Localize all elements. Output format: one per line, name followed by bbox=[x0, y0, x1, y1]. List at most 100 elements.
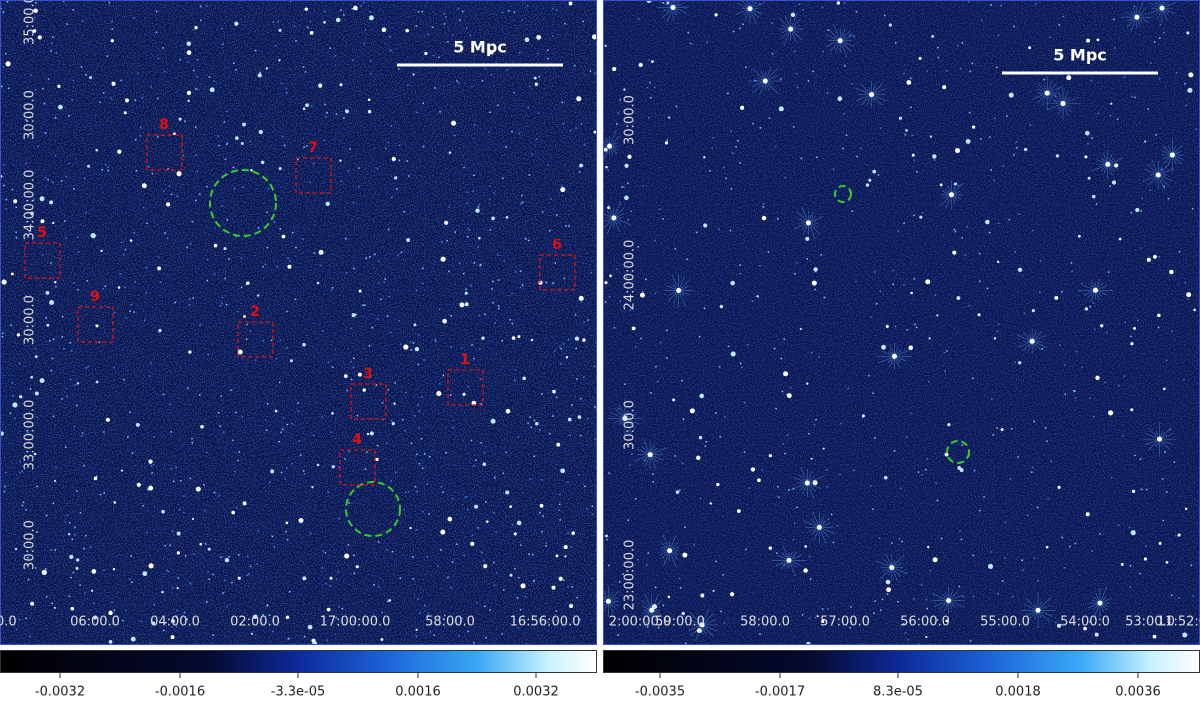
source bbox=[1035, 607, 1041, 613]
source bbox=[1010, 428, 1013, 430]
source bbox=[1016, 147, 1018, 149]
source bbox=[127, 436, 129, 438]
source bbox=[552, 282, 555, 284]
source bbox=[1018, 361, 1022, 365]
source bbox=[282, 135, 284, 138]
source bbox=[568, 225, 570, 227]
source bbox=[806, 382, 809, 385]
source bbox=[709, 502, 712, 505]
source bbox=[869, 485, 872, 487]
source bbox=[15, 628, 18, 631]
source bbox=[670, 4, 676, 10]
source bbox=[1131, 95, 1133, 98]
source bbox=[309, 20, 312, 23]
source bbox=[477, 246, 479, 248]
source bbox=[972, 595, 975, 598]
source bbox=[148, 459, 153, 464]
source bbox=[192, 553, 195, 556]
source bbox=[1139, 572, 1141, 575]
source bbox=[528, 553, 530, 556]
source bbox=[49, 300, 55, 305]
source bbox=[969, 640, 972, 642]
source bbox=[608, 295, 611, 298]
source bbox=[440, 486, 443, 488]
source bbox=[381, 27, 387, 33]
source bbox=[235, 69, 237, 71]
source bbox=[117, 149, 122, 154]
source bbox=[1177, 533, 1181, 537]
source bbox=[681, 379, 683, 382]
source bbox=[291, 232, 294, 234]
source bbox=[318, 249, 324, 255]
source bbox=[5, 52, 7, 55]
source bbox=[584, 485, 586, 488]
source bbox=[189, 582, 192, 585]
source bbox=[527, 422, 529, 425]
source bbox=[577, 415, 582, 419]
source bbox=[11, 188, 14, 191]
source bbox=[157, 97, 159, 100]
source bbox=[804, 545, 808, 548]
source bbox=[932, 557, 938, 563]
source bbox=[368, 345, 371, 347]
source bbox=[440, 256, 446, 262]
source bbox=[959, 530, 961, 533]
source bbox=[281, 428, 284, 430]
source bbox=[349, 148, 351, 150]
source bbox=[1029, 124, 1031, 126]
source bbox=[388, 295, 390, 298]
source bbox=[208, 76, 211, 78]
source bbox=[511, 336, 516, 340]
source bbox=[1114, 163, 1119, 168]
source bbox=[1014, 251, 1016, 253]
source bbox=[298, 440, 301, 442]
source bbox=[264, 263, 267, 266]
source bbox=[925, 279, 931, 285]
source bbox=[778, 106, 784, 112]
source bbox=[30, 74, 32, 77]
source bbox=[730, 592, 735, 597]
source bbox=[538, 512, 541, 514]
source bbox=[52, 221, 55, 225]
source bbox=[52, 415, 55, 418]
source bbox=[113, 366, 116, 369]
source bbox=[53, 606, 56, 609]
source bbox=[555, 554, 559, 558]
source bbox=[321, 329, 324, 332]
source bbox=[804, 480, 810, 486]
source bbox=[1124, 321, 1126, 323]
source bbox=[816, 524, 822, 530]
source bbox=[1061, 291, 1063, 293]
source bbox=[407, 491, 410, 493]
source bbox=[358, 167, 360, 169]
source bbox=[849, 34, 851, 36]
source bbox=[977, 313, 981, 317]
source bbox=[1069, 622, 1072, 624]
source bbox=[737, 140, 739, 142]
x-axis-label: 58:00.0 bbox=[425, 615, 475, 630]
source bbox=[133, 16, 136, 19]
source bbox=[262, 613, 264, 616]
source bbox=[564, 555, 567, 558]
source bbox=[579, 163, 584, 168]
source bbox=[316, 281, 320, 285]
source bbox=[563, 277, 566, 280]
source bbox=[534, 82, 538, 86]
source bbox=[387, 228, 390, 231]
source bbox=[1026, 514, 1029, 517]
source bbox=[440, 529, 446, 535]
source bbox=[213, 80, 216, 82]
source bbox=[533, 455, 536, 458]
source bbox=[492, 280, 494, 283]
source bbox=[445, 451, 447, 454]
source bbox=[421, 10, 423, 13]
source bbox=[743, 401, 746, 404]
source bbox=[286, 92, 288, 94]
source bbox=[187, 387, 189, 389]
source bbox=[1185, 104, 1187, 107]
source bbox=[19, 460, 21, 463]
source bbox=[617, 634, 619, 636]
source bbox=[338, 517, 340, 520]
source bbox=[365, 257, 368, 260]
source bbox=[52, 338, 55, 341]
